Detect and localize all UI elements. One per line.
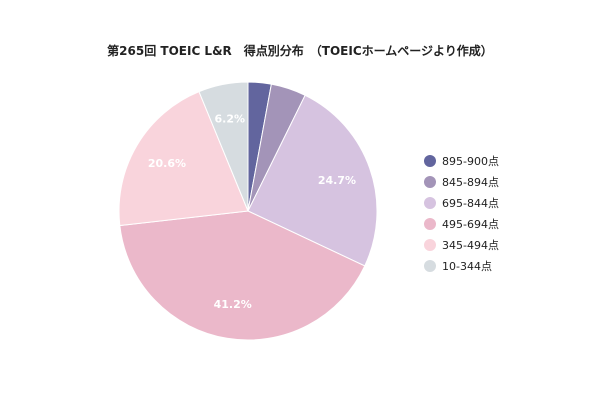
legend-swatch xyxy=(424,238,436,251)
legend-label: 695-844点 xyxy=(442,196,499,210)
legend-item: 10-344点 xyxy=(424,255,499,276)
legend-item: 695-844点 xyxy=(424,192,499,213)
legend-label: 10-344点 xyxy=(442,259,492,273)
legend-item: 895-900点 xyxy=(424,150,499,171)
slice-data-label: 24.7% xyxy=(318,174,356,187)
legend-swatch xyxy=(424,175,436,188)
slice-data-label: 6.2% xyxy=(215,113,246,126)
legend-item: 845-894点 xyxy=(424,171,499,192)
legend-swatch xyxy=(424,154,436,167)
legend-label: 495-694点 xyxy=(442,217,499,231)
pie-slice-345-494点 xyxy=(118,91,249,227)
slice-data-label: 41.2% xyxy=(214,298,252,311)
pie-slice-695-844点 xyxy=(247,94,378,267)
legend-label: 845-894点 xyxy=(442,175,499,189)
legend-label: 895-900点 xyxy=(442,154,499,168)
slice-data-label: 20.6% xyxy=(148,157,186,170)
legend-swatch xyxy=(424,217,436,230)
legend-swatch xyxy=(424,196,436,209)
legend-item: 345-494点 xyxy=(424,234,499,255)
legend: 895-900点 845-894点 695-844点 495-694点 345-494点… xyxy=(424,150,499,276)
legend-label: 345-494点 xyxy=(442,238,499,252)
legend-item: 495-694点 xyxy=(424,213,499,234)
legend-swatch xyxy=(424,259,436,272)
chart-title: 第265回 TOEIC L&R 得点別分布 （TOEICホームページより作成） xyxy=(107,44,493,58)
pie-slice-10-344点 xyxy=(198,81,249,212)
pie-slice-495-694点 xyxy=(119,210,366,341)
